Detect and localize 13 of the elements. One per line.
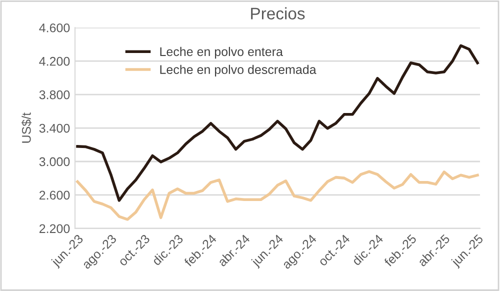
line-series <box>76 44 479 202</box>
legend-label: Leche en polvo descremada <box>160 64 316 76</box>
y-tick-label: 4.200 <box>39 56 70 66</box>
y-tick-label: 3.800 <box>39 90 70 100</box>
y-tick-label: 3.000 <box>39 157 70 166</box>
legend-label: Leche en polvo entera <box>160 46 283 59</box>
y-tick-label: 4.600 <box>39 23 70 32</box>
line-series <box>76 170 479 221</box>
y-tick-label: 2.200 <box>39 224 70 234</box>
y-axis-title: US$/t <box>21 112 32 143</box>
chart-title: Precios <box>251 7 305 20</box>
y-tick-label: 2.600 <box>39 190 70 200</box>
y-tick-label: 3.400 <box>39 124 70 133</box>
